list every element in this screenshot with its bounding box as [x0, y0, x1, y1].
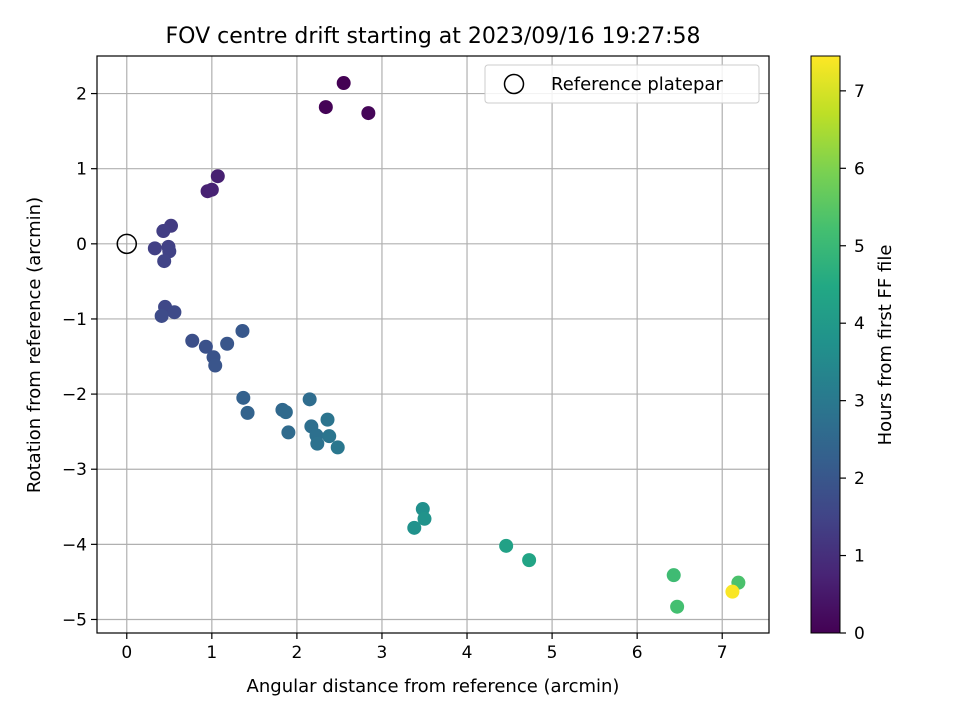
data-point	[330, 440, 345, 455]
data-point	[318, 100, 333, 115]
data-point	[167, 305, 182, 320]
y-tick-label: −2	[62, 385, 87, 405]
colorbar-label: Hours from first FF file	[875, 245, 896, 446]
data-point	[302, 392, 317, 407]
data-point	[185, 333, 200, 348]
y-axis-label: Rotation from reference (arcmin)	[24, 197, 45, 493]
data-point	[157, 254, 172, 269]
data-point	[235, 323, 250, 338]
x-tick-label: 3	[377, 643, 388, 663]
x-tick-label: 1	[206, 643, 217, 663]
legend-box	[484, 64, 760, 104]
reference-platepar-marker	[116, 233, 138, 255]
x-axis-ticks: 0 1 2 3 4 5 6 7	[121, 633, 728, 663]
colorbar-tick-label: 4	[854, 314, 865, 334]
x-tick-label: 6	[632, 643, 643, 663]
data-point	[670, 599, 685, 614]
y-tick-label: −5	[62, 610, 87, 630]
colorbar-tick-label: 2	[854, 469, 865, 489]
colorbar-tick-label: 1	[854, 547, 865, 567]
data-point	[154, 308, 169, 323]
colorbar	[810, 55, 841, 634]
colorbar-ticks: 0 1 2 3 4 5 6 7	[840, 82, 865, 644]
legend-entry-reference-platepar: Reference platepar	[551, 74, 723, 95]
x-tick-label: 5	[547, 643, 558, 663]
data-point	[208, 358, 223, 373]
colorbar-tick-label: 3	[854, 392, 865, 412]
colorbar-tick-label: 6	[854, 159, 865, 179]
data-point	[499, 538, 514, 553]
grid-lines	[97, 56, 769, 633]
reference-marker-group	[116, 233, 138, 255]
y-tick-label: −3	[62, 460, 87, 480]
data-point	[310, 436, 325, 451]
data-point	[725, 584, 740, 599]
legend-marker-open-circle	[503, 73, 525, 95]
data-point	[417, 511, 432, 526]
data-point	[281, 425, 296, 440]
data-point	[320, 412, 335, 427]
y-tick-label: −4	[62, 535, 87, 555]
x-tick-label: 2	[291, 643, 302, 663]
x-tick-label: 7	[717, 643, 728, 663]
legend: Reference platepar	[484, 64, 760, 104]
data-point	[322, 429, 337, 444]
data-point	[204, 182, 219, 197]
data-point	[666, 568, 681, 583]
y-tick-label: 1	[76, 160, 87, 180]
x-tick-label: 0	[121, 643, 132, 663]
plot-area-frame	[96, 55, 770, 634]
y-tick-label: −1	[62, 310, 87, 330]
data-point	[240, 405, 255, 420]
x-axis-label: Angular distance from reference (arcmin)	[247, 676, 620, 697]
data-point	[236, 390, 251, 405]
data-points	[147, 76, 746, 614]
data-point	[147, 241, 162, 256]
y-tick-label: 0	[76, 235, 87, 255]
data-point	[278, 405, 293, 420]
data-point	[407, 520, 422, 535]
y-axis-ticks: −5 −4 −3 −2 −1 0 1 2	[62, 85, 97, 630]
colorbar-tick-label: 0	[854, 624, 865, 644]
data-point	[522, 553, 537, 568]
data-point	[336, 76, 351, 91]
x-tick-label: 4	[462, 643, 473, 663]
data-point	[220, 336, 235, 351]
data-point	[210, 169, 225, 184]
data-point	[361, 106, 376, 121]
colorbar-tick-label: 5	[854, 237, 865, 257]
chart-title: FOV centre drift starting at 2023/09/16 …	[166, 24, 701, 49]
y-tick-label: 2	[76, 85, 87, 105]
data-point	[156, 224, 171, 239]
data-point	[198, 339, 213, 354]
colorbar-tick-label: 7	[854, 82, 865, 102]
